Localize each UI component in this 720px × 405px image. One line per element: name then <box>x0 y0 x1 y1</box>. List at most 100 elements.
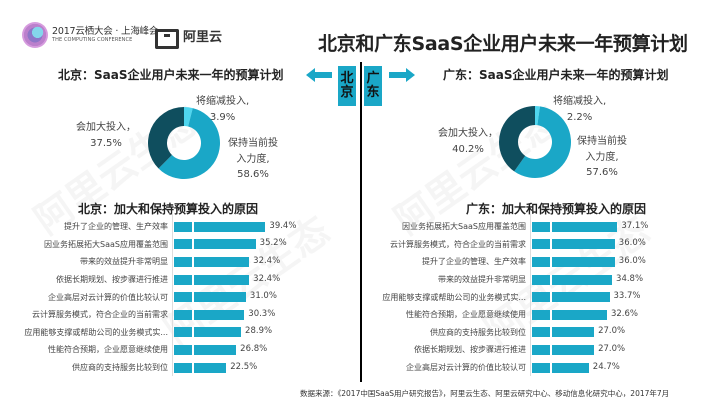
beijing-label-increase: 会加大投入， 37.5% <box>76 122 136 149</box>
bar <box>532 292 610 303</box>
bar-value: 22.5% <box>230 361 258 372</box>
bar <box>174 362 227 373</box>
bar-row: 供应商的支持服务比较到位 22.5% <box>0 359 300 377</box>
bar-value: 35.2% <box>259 238 287 249</box>
bar-value: 34.8% <box>616 273 644 284</box>
city-label-guangdong: 广 东 <box>364 66 382 106</box>
bar-label: 性能符合预期，企业愿意继续使用 <box>48 345 168 355</box>
bar <box>532 221 618 232</box>
guangdong-label-maintain: 保持当前投 入力度, 57.6% <box>577 136 627 178</box>
bar-value: 36.0% <box>618 255 646 266</box>
bar-row: 依据长期规划、按步骤进行推进 32.4% <box>0 271 300 289</box>
beijing-donut-chart <box>148 107 220 179</box>
bar <box>532 309 607 320</box>
aliyun-brand: 阿里云 <box>183 30 223 45</box>
conference-logo: 2017云栖大会 · 上海峰会 THE COMPUTING CONFERENCE <box>22 22 158 48</box>
bar-label: 企业高层对云计算的价值比较认可 <box>48 292 168 302</box>
bar-label: 云计算服务模式，符合企业的当前需求 <box>390 239 526 249</box>
bar-label: 依据长期规划、按步骤进行推进 <box>56 275 168 285</box>
data-source-footer: 数据来源：《2017中国SaaS用户研究报告》，阿里云生态、阿里云研究中心、移动… <box>300 389 670 398</box>
bar <box>174 292 246 303</box>
bar-row: 带来的效益提升非常明显 34.8% <box>362 271 720 289</box>
bar-row: 应用能够支撑或帮助公司的业务模式实... 33.7% <box>362 288 720 306</box>
beijing-budget-title: 北京：SaaS企业用户未来一年的预算计划 <box>58 68 284 82</box>
bar-value: 32.4% <box>253 255 281 266</box>
bar-row: 带来的效益提升非常明显 32.4% <box>0 253 300 271</box>
bar-row: 应用能够支撑或帮助公司的业务模式实... 28.9% <box>0 324 300 342</box>
donut-slice <box>158 108 220 179</box>
bar-value: 24.7% <box>592 361 620 372</box>
bar-row: 企业高层对云计算的价值比较认可 24.7% <box>362 359 720 377</box>
bar-label: 因业务拓展拓大SaaS应用覆盖范围 <box>402 222 526 232</box>
bar-label: 应用能够支撑或帮助公司的业务模式实... <box>382 292 526 302</box>
city-label-beijing: 北 京 <box>338 66 356 106</box>
bar-label: 带来的效益提升非常明显 <box>80 257 168 267</box>
bar-value: 30.3% <box>248 308 276 319</box>
bar-row: 云计算服务模式，符合企业的当前需求 36.0% <box>362 236 720 254</box>
bar-row: 性能符合预期，企业愿意继续使用 32.6% <box>362 306 720 324</box>
bar <box>532 344 595 355</box>
bar-row: 提升了企业的管理、生产效率 39.4% <box>0 218 300 236</box>
bar <box>174 327 242 338</box>
bar-label: 提升了企业的管理、生产效率 <box>64 222 168 232</box>
guangdong-label-increase: 会加大投入， 40.2% <box>438 128 498 155</box>
bar-row: 企业高层对云计算的价值比较认可 31.0% <box>0 288 300 306</box>
bar <box>174 344 237 355</box>
bar-value: 32.6% <box>610 308 638 319</box>
aliyun-logo-icon <box>155 28 179 49</box>
conference-subtitle: THE COMPUTING CONFERENCE <box>52 37 133 44</box>
bar-value: 37.1% <box>621 220 649 231</box>
bar <box>174 239 256 250</box>
bar <box>532 327 595 338</box>
donut-slice <box>499 106 535 172</box>
page-title: 北京和广东SaaS企业用户未来一年预算计划 <box>318 33 688 55</box>
bar-value: 31.0% <box>249 291 277 302</box>
bar-row: 性能符合预期，企业愿意继续使用 26.8% <box>0 341 300 359</box>
bar <box>532 239 615 250</box>
bar-value: 27.0% <box>598 326 626 337</box>
bar-value: 33.7% <box>613 291 641 302</box>
bar-label: 性能符合预期，企业愿意继续使用 <box>406 310 526 320</box>
bar-value: 28.9% <box>245 326 273 337</box>
beijing-label-reduce: 将缩减投入, 3.9% <box>196 96 250 123</box>
bar-label: 提升了企业的管理、生产效率 <box>422 257 526 267</box>
bar-row: 供应商的支持服务比较到位 27.0% <box>362 324 720 342</box>
guangdong-label-reduce: 将缩减投入, 2.2% <box>553 96 607 123</box>
bar-value: 39.4% <box>269 220 297 231</box>
bar-label: 供应商的支持服务比较到位 <box>430 327 526 337</box>
guangdong-reasons-title: 广东：加大和保持预算投入的原因 <box>466 202 647 216</box>
center-divider <box>360 62 362 382</box>
arrow-left-icon <box>306 68 332 82</box>
bar <box>174 274 250 285</box>
bar-label: 应用能够支撑或帮助公司的业务模式实... <box>24 327 168 337</box>
donut-slice <box>535 106 540 126</box>
donut-slice <box>514 106 571 178</box>
bar-value: 32.4% <box>253 273 281 284</box>
conference-logo-icon <box>22 22 48 48</box>
bar-value: 36.0% <box>618 238 646 249</box>
bar <box>174 256 250 267</box>
bar-label: 带来的效益提升非常明显 <box>438 275 526 285</box>
bar-label: 供应商的支持服务比较到位 <box>72 363 168 373</box>
bar-row: 云计算服务模式，符合企业的当前需求 30.3% <box>0 306 300 324</box>
bar-row: 依据长期规划、按步骤进行推进 27.0% <box>362 341 720 359</box>
bar-row: 因业务拓展拓大SaaS应用覆盖范围 37.1% <box>362 218 720 236</box>
beijing-reasons-title: 北京：加大和保持预算投入的原因 <box>78 202 259 216</box>
guangdong-budget-title: 广东：SaaS企业用户未来一年的预算计划 <box>443 68 669 82</box>
bar <box>174 221 266 232</box>
arrow-right-icon <box>389 68 415 82</box>
guangdong-donut-chart <box>499 106 571 178</box>
bar <box>532 274 613 285</box>
bar-value: 26.8% <box>240 343 268 354</box>
bar-row: 因业务拓展拓大SaaS应用覆盖范围 35.2% <box>0 236 300 254</box>
donut-slice <box>184 107 193 127</box>
donut-slice <box>148 107 184 169</box>
conference-title: 2017云栖大会 · 上海峰会 <box>52 25 159 37</box>
bar-label: 云计算服务模式，符合企业的当前需求 <box>32 310 168 320</box>
beijing-label-maintain: 保持当前投 入力度, 58.6% <box>228 138 278 180</box>
aliyun-logo: 阿里云 <box>155 26 223 49</box>
bar <box>532 256 615 267</box>
bar <box>174 309 245 320</box>
bar-row: 提升了企业的管理、生产效率 36.0% <box>362 253 720 271</box>
bar-label: 企业高层对云计算的价值比较认可 <box>406 363 526 373</box>
